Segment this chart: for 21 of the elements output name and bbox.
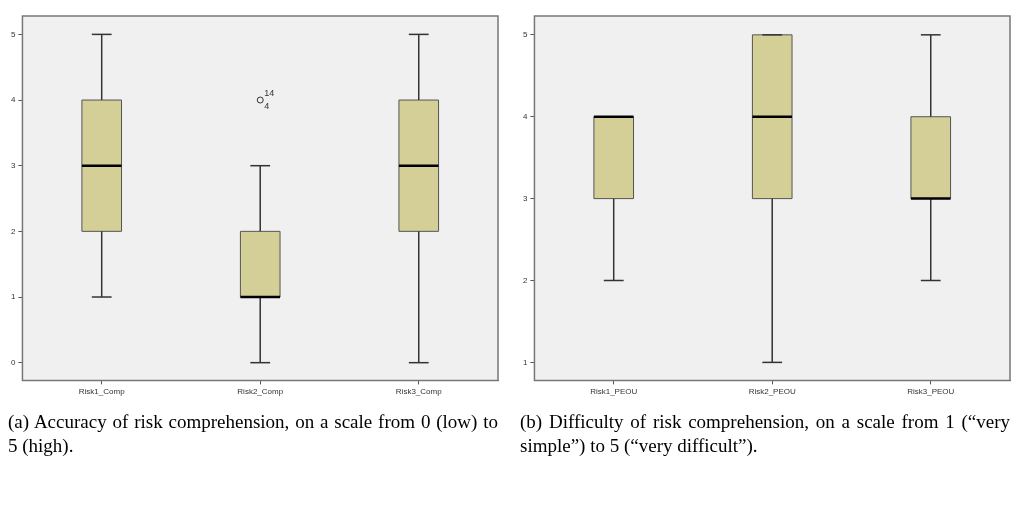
y-tick-label: 2 bbox=[523, 275, 528, 285]
y-tick-label: 4 bbox=[523, 111, 528, 121]
y-tick-label: 2 bbox=[11, 226, 16, 236]
annotation: 4 bbox=[264, 101, 270, 112]
x-tick-label: Risk2_PEOU bbox=[748, 387, 797, 397]
x-tick-label: Risk1_Comp bbox=[78, 387, 126, 397]
y-tick-label: 3 bbox=[11, 160, 16, 170]
annotation: 14 bbox=[264, 88, 275, 99]
x-tick-label: Risk2_Comp bbox=[237, 387, 284, 397]
text: (b) Difficulty of risk comprehension, on a scale from 1 (“very simple”) to 5 (“very difficult”). bbox=[520, 410, 1011, 458]
y-tick-label: 0 bbox=[11, 357, 16, 367]
y-tick-label: 3 bbox=[523, 193, 528, 203]
x-tick-label: Risk3_PEOU bbox=[907, 387, 955, 397]
y-tick-label: 5 bbox=[11, 29, 16, 39]
x-tick-label: Risk3_Comp bbox=[395, 387, 443, 397]
y-tick-label: 5 bbox=[523, 30, 528, 40]
y-tick-label: 1 bbox=[523, 357, 528, 367]
y-tick-label: 1 bbox=[11, 292, 16, 302]
y-tick-label: 4 bbox=[11, 95, 16, 105]
text: (a) Accuracy of risk comprehension, on a scale from 0 (low) to 5 (high). bbox=[8, 410, 499, 458]
x-tick-label: Risk1_PEOU bbox=[590, 387, 638, 397]
